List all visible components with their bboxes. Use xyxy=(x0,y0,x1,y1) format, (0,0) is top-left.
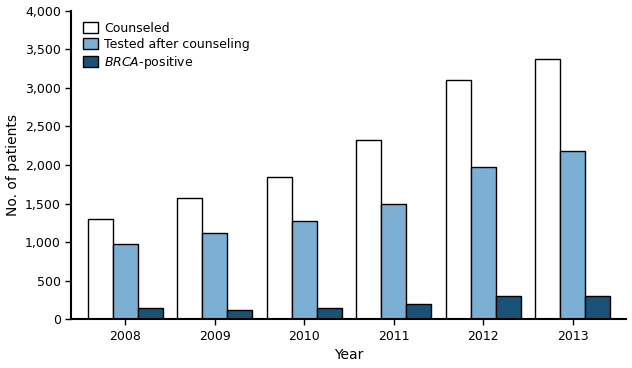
Legend: Counseled, Tested after counseling, $\it{BRCA}$-positive: Counseled, Tested after counseling, $\it… xyxy=(78,17,255,76)
Bar xyxy=(202,233,227,319)
Bar xyxy=(356,140,381,319)
Bar xyxy=(535,59,560,319)
Bar xyxy=(87,219,112,319)
Bar xyxy=(495,296,521,319)
Bar xyxy=(267,177,291,319)
Bar xyxy=(471,167,495,319)
Bar xyxy=(177,198,202,319)
Bar xyxy=(112,244,138,319)
Bar xyxy=(381,204,406,319)
Bar xyxy=(560,152,585,319)
Bar xyxy=(406,304,431,319)
Bar xyxy=(291,221,317,319)
Bar xyxy=(446,80,471,319)
Bar xyxy=(227,310,252,319)
Bar xyxy=(138,308,162,319)
Y-axis label: No. of patients: No. of patients xyxy=(6,114,20,216)
X-axis label: Year: Year xyxy=(334,348,363,362)
Bar xyxy=(317,308,342,319)
Bar xyxy=(585,296,611,319)
